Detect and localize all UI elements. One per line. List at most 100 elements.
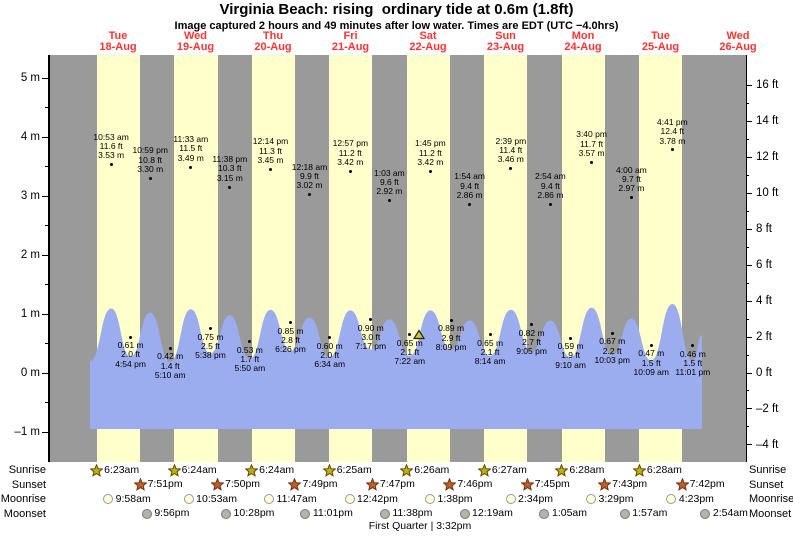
almanac-row-label-right: Moonrise: [749, 493, 793, 505]
y-axis-tick: [42, 136, 48, 138]
high-tide-annotation: 1:54 am 9.4 ft 2.86 m: [454, 171, 485, 200]
annotation-line: 11.2 ft: [338, 147, 362, 158]
y-axis-tick-label: 0 m: [20, 367, 40, 379]
sunrise-star: [477, 463, 491, 477]
annotation-line: 0.61 m: [117, 340, 144, 350]
tide-dot: [208, 327, 212, 331]
annotation-line: 8:14 am: [474, 356, 506, 367]
annotation-line: 9:10 am: [555, 359, 586, 370]
annotation-line: 0.65 m: [477, 337, 504, 348]
low-tide-annotation: 0.65 m 2.1 ft 7:22 am: [394, 338, 426, 367]
y-axis-tick: [746, 444, 752, 446]
day-name: Wed: [726, 30, 750, 42]
y-axis-tick-label: 3 m: [20, 190, 40, 202]
annotation-line: 3.46 m: [497, 154, 524, 165]
tide-dot: [348, 169, 352, 173]
annotation-line: 0.89 m: [438, 323, 465, 334]
y-axis-tick: [42, 254, 48, 256]
day-name: Tue: [108, 30, 128, 42]
annotation-line: 1.5 ft: [641, 357, 661, 368]
sunrise-star: [555, 463, 569, 477]
annotation-line: 1.7 ft: [240, 354, 260, 365]
day-date: 19-Aug: [176, 41, 215, 53]
high-tide-annotation: 11:38 pm 10.3 ft 3.15 m: [212, 154, 247, 183]
almanac-row-label-left: Sunset: [11, 478, 46, 491]
annotation-line: 2.2 ft: [602, 345, 622, 356]
tide-dot: [248, 340, 252, 344]
annotation-line: 7:22 am: [394, 356, 426, 367]
sunrise-star: [400, 463, 414, 477]
day-date: 26-Aug: [719, 41, 757, 53]
y-axis-tick: [42, 313, 48, 315]
event-time: 7:42pm: [689, 478, 725, 490]
annotation-line: 11:01 pm: [675, 367, 711, 378]
y-axis-tick: [746, 120, 752, 122]
y-axis-tick-label: 10 ft: [756, 187, 779, 200]
event-time: 10:28pm: [233, 507, 275, 519]
event-time: 6:24am: [259, 463, 295, 476]
moonset-circle: [459, 508, 470, 519]
low-tide-annotation: 0.61 m 2.0 ft 4:54 pm: [115, 340, 146, 369]
high-tide-annotation: 4:41 pm 12.4 ft 3.78 m: [657, 116, 688, 146]
annotation-line: 9.6 ft: [379, 177, 399, 188]
annotation-line: 0.53 m: [236, 344, 263, 355]
annotation-line: 3.57 m: [578, 147, 605, 158]
annotation-line: 2.0 ft: [121, 349, 141, 360]
y-axis-tick-label: 5 m: [20, 72, 40, 84]
low-tide-annotation: 0.75 m 2.5 ft 5:38 pm: [195, 332, 226, 361]
low-tide-annotation: 0.47 m 1.5 ft 10:09 am: [634, 348, 669, 377]
tide-dot: [168, 346, 172, 350]
annotation-line: 1.4 ft: [160, 360, 180, 371]
sunrise-star: [90, 463, 104, 477]
event-time: 3:29pm: [598, 492, 634, 505]
event-time: 7:50pm: [225, 478, 261, 490]
tide-dot: [428, 169, 432, 173]
tide-dot: [269, 167, 272, 171]
event-time: 7:49pm: [302, 478, 338, 490]
annotation-line: 6:26 pm: [275, 344, 306, 355]
annotation-line: 2.86 m: [456, 189, 483, 200]
annotation-line: 5:10 am: [154, 369, 186, 380]
annotation-line: 3.53 m: [98, 150, 125, 161]
tide-dot: [670, 148, 674, 152]
event-time: 1:05am: [551, 507, 588, 519]
event-time: 6:26am: [414, 463, 450, 476]
y-axis-tick: [42, 77, 48, 79]
y-axis-tick-label: –2 ft: [756, 402, 779, 415]
day-name: Thu: [262, 30, 284, 42]
y-axis-tick: [746, 264, 752, 266]
day-name: Sun: [495, 30, 516, 42]
tide-dot: [289, 321, 293, 325]
annotation-line: 4:41 pm: [657, 116, 688, 127]
annotation-line: 10:03 pm: [594, 355, 630, 366]
annotation-line: 3.02 m: [296, 180, 323, 191]
sunrise-star: [245, 463, 259, 477]
event-time: 2:34pm: [518, 492, 554, 505]
annotation-line: 10.8 ft: [138, 154, 163, 165]
y-axis-left-line: [48, 55, 50, 462]
low-tide-annotation: 0.67 m 2.2 ft 10:03 pm: [594, 337, 629, 365]
annotation-line: 12:18 am: [291, 161, 328, 172]
y-axis-tick: [746, 408, 752, 410]
tide-dot: [509, 167, 513, 171]
annotation-line: 2.8 ft: [281, 335, 300, 346]
annotation-line: 3.78 m: [659, 135, 686, 146]
high-tide-annotation: 12:18 am 9.9 ft 3.02 m: [291, 161, 328, 191]
low-tide-annotation: 0.42 m 1.4 ft 5:10 am: [154, 351, 186, 380]
sunset-star: [365, 478, 379, 491]
y-axis-right-line: [745, 55, 747, 462]
y-axis-tick: [42, 195, 48, 197]
annotation-line: 3:40 pm: [576, 129, 607, 140]
tide-dot: [129, 335, 133, 339]
sunrise-star: [632, 463, 646, 477]
event-time: 1:38pm: [437, 492, 473, 505]
y-axis-minor-tick: [746, 426, 749, 428]
night-band: [48, 55, 97, 462]
day-label: Wed 26-Aug: [703, 31, 773, 53]
annotation-line: 3.15 m: [216, 172, 243, 183]
tide-dot: [148, 176, 152, 180]
day-date: 22-Aug: [409, 41, 447, 53]
sunset-star: [133, 478, 147, 491]
y-axis-tick: [746, 156, 752, 158]
